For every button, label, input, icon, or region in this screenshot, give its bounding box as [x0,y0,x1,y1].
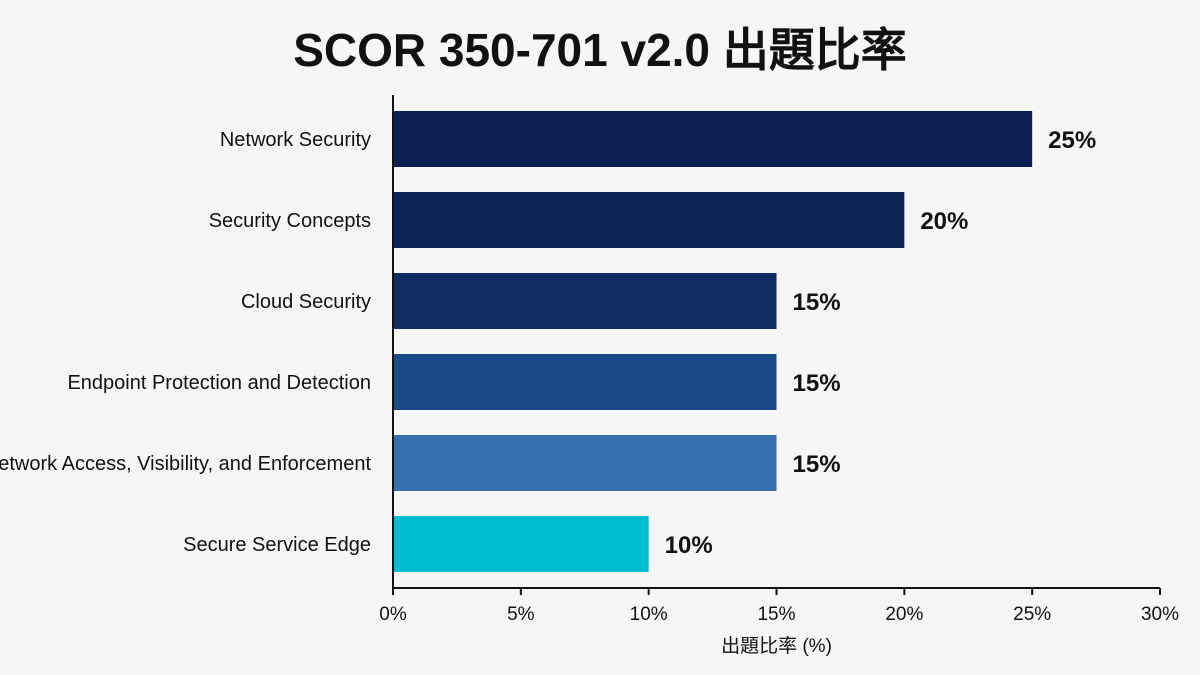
category-label: Network Access, Visibility, and Enforcem… [0,453,371,475]
category-labels: Network Security Security Concepts Cloud S… [0,129,371,556]
category-label: Network Security [220,129,371,151]
category-label: Secure Service Edge [183,534,371,556]
value-label: 25% [1048,127,1096,154]
chart-title: SCOR 350-701 v2.0 出題比率 [293,24,907,76]
value-label: 15% [793,370,841,397]
category-label: Endpoint Protection and Detection [67,372,371,394]
x-tick-label: 15% [757,604,795,625]
value-label: 15% [793,289,841,316]
bar-2 [393,192,905,248]
category-label: Cloud Security [241,291,371,313]
value-labels: 25% 20% 15% 15% 15% 10% [665,127,1097,559]
bar-3 [393,273,777,329]
x-tick-label: 5% [507,604,535,625]
bar-6 [393,516,649,572]
x-tick-label: 25% [1013,604,1051,625]
bar-5 [393,435,777,491]
x-axis-title: 出題比率 (%) [721,635,832,657]
x-tick-label: 20% [885,604,923,625]
bar-4 [393,354,777,410]
bars-layer [393,111,1033,572]
category-label: Security Concepts [209,210,371,232]
x-tick-label: 0% [379,604,407,625]
x-tick-label: 10% [630,604,668,625]
value-label: 15% [793,451,841,478]
x-axis-ticks: 0% 5% 10% 15% 20% 25% 30% [379,588,1179,625]
value-label: 10% [665,532,713,559]
bar-1 [393,111,1033,167]
x-tick-label: 30% [1141,604,1179,625]
value-label: 20% [920,208,968,235]
